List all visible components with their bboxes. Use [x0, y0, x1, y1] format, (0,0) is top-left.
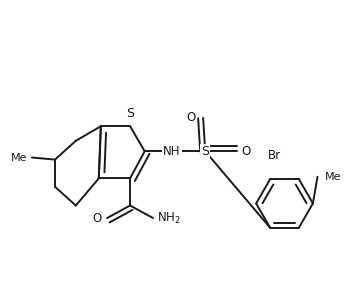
Text: Me: Me: [11, 153, 27, 162]
Text: O: O: [241, 145, 251, 158]
Text: Me: Me: [325, 172, 341, 182]
Text: S: S: [126, 106, 134, 119]
Text: Br: Br: [268, 149, 281, 162]
Text: NH: NH: [163, 145, 181, 158]
Text: S: S: [201, 145, 209, 158]
Text: O: O: [186, 111, 196, 124]
Text: O: O: [92, 211, 101, 224]
Text: NH$_2$: NH$_2$: [157, 211, 181, 226]
